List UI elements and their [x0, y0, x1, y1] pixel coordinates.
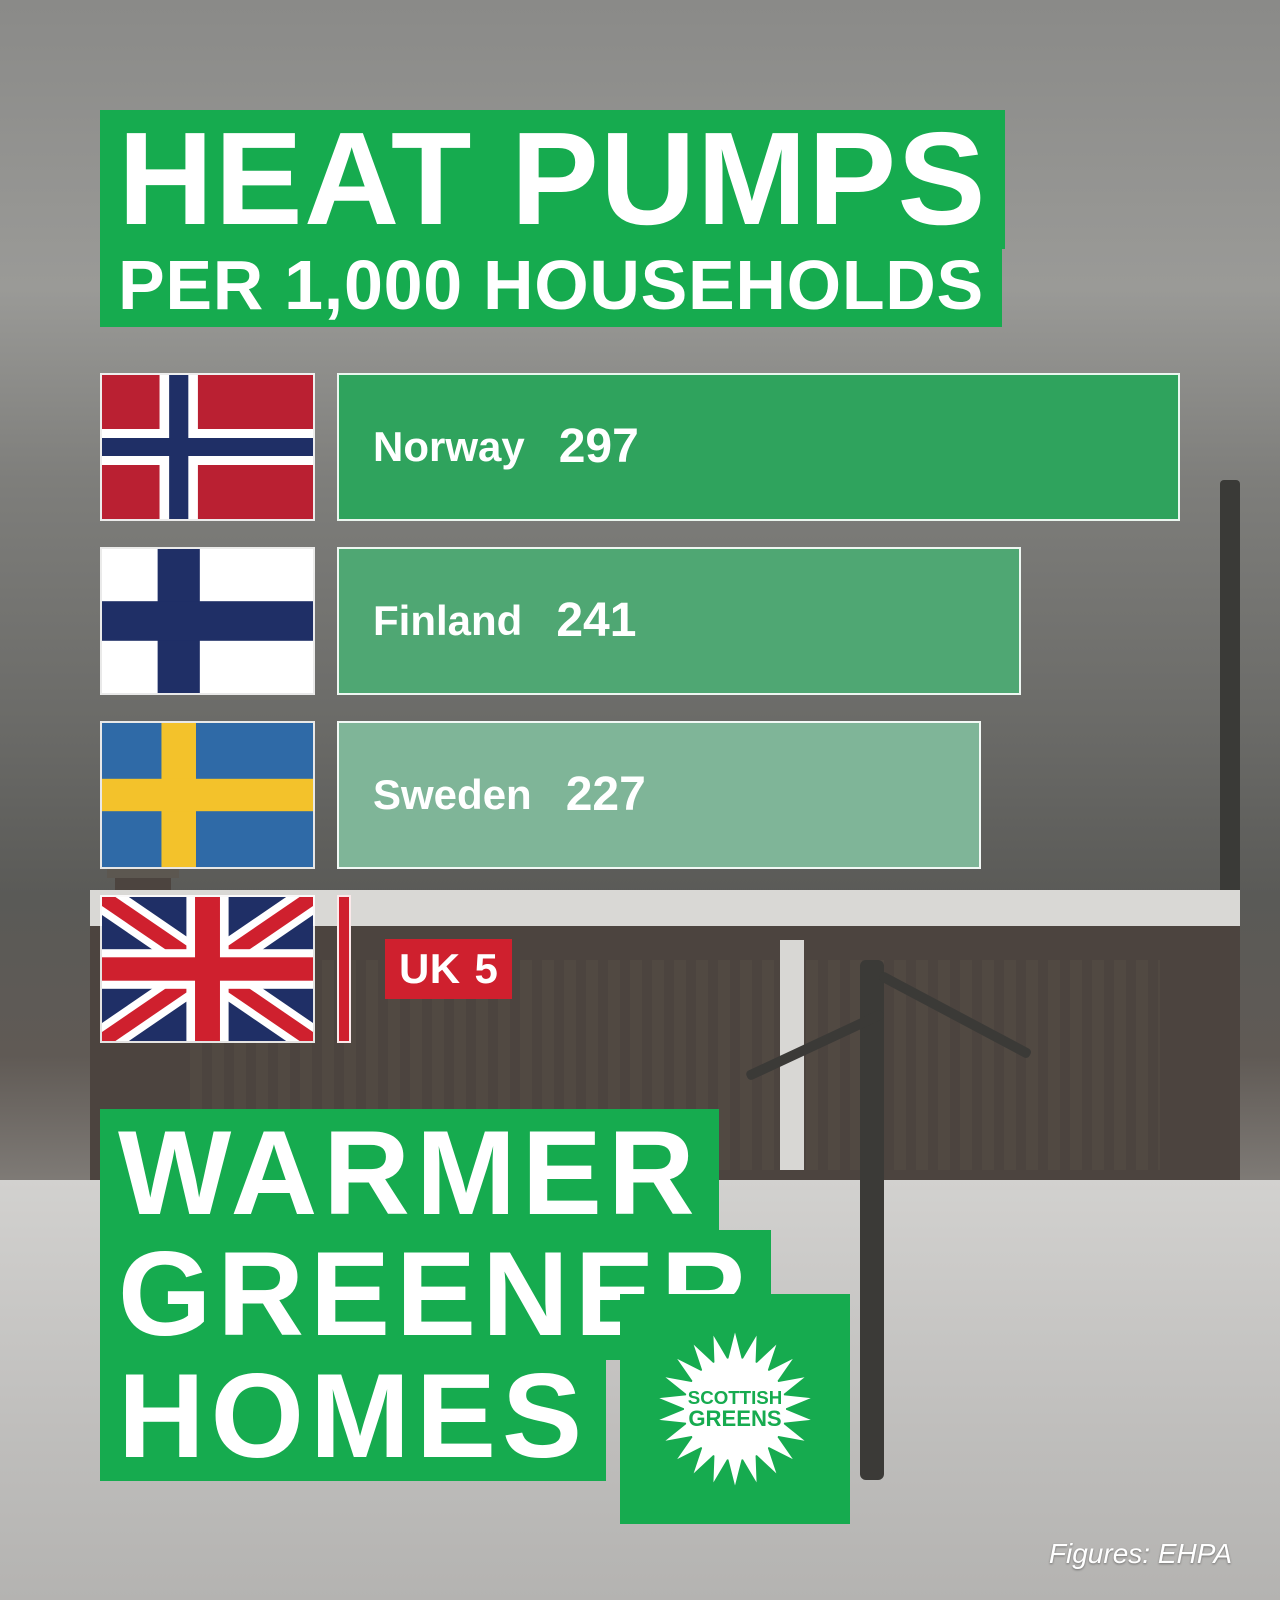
chart-row: UK 5	[100, 895, 1180, 1043]
logo-text-line1: SCOTTISH	[688, 1387, 782, 1408]
title-line1: HEAT PUMPS	[100, 110, 1005, 249]
banner-line1: WARMER	[100, 1109, 719, 1239]
value-label: 241	[556, 593, 636, 648]
title: HEAT PUMPS PER 1,000 HOUSEHOLDS	[100, 110, 1005, 327]
country-label: Finland	[373, 597, 522, 645]
bar-area: Finland 241	[337, 547, 1180, 695]
chart-row: Sweden 227	[100, 721, 1180, 869]
bar: Sweden 227	[337, 721, 981, 869]
uk-flag-icon	[100, 895, 315, 1043]
value-label: 227	[566, 767, 646, 822]
party-logo: SCOTTISHGREENS	[620, 1294, 850, 1524]
value-label: 297	[559, 419, 639, 474]
logo-text-line2: GREENS	[688, 1406, 781, 1431]
norway-flag-icon	[100, 373, 315, 521]
bar-area: Sweden 227	[337, 721, 1180, 869]
chart-row: Finland 241	[100, 547, 1180, 695]
finland-flag-icon	[100, 547, 315, 695]
uk-chip: UK 5	[385, 939, 512, 999]
country-label: Sweden	[373, 771, 532, 819]
bar: Norway 297	[337, 373, 1180, 521]
data-source: Figures: EHPA	[1049, 1538, 1232, 1570]
title-line2: PER 1,000 HOUSEHOLDS	[100, 243, 1002, 327]
bar-area: Norway 297	[337, 373, 1180, 521]
sweden-flag-icon	[100, 721, 315, 869]
sun-badge-icon: SCOTTISHGREENS	[650, 1324, 820, 1494]
country-label: Norway	[373, 423, 525, 471]
chart-row: Norway 297	[100, 373, 1180, 521]
banner-line3: HOMES	[100, 1352, 606, 1482]
bar	[337, 895, 351, 1043]
bar: Finland 241	[337, 547, 1021, 695]
value-label: 5	[475, 945, 499, 992]
bar-chart: Norway 297 Finland 241 Sweden 227 UK 5	[100, 373, 1180, 1043]
bar-area: UK 5	[337, 895, 1180, 1043]
country-label: UK	[399, 945, 461, 992]
